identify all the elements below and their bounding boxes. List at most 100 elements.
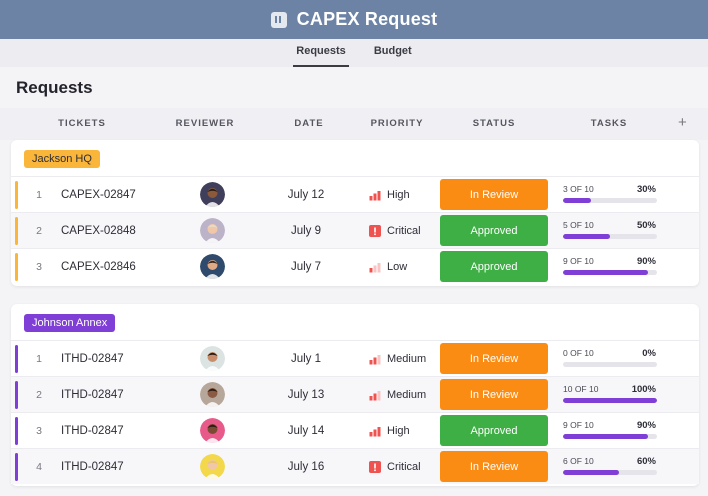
row-number: 3: [36, 425, 42, 437]
priority-label[interactable]: Low: [387, 261, 408, 273]
status-badge[interactable]: Approved: [440, 415, 548, 446]
date-value[interactable]: July 16: [287, 461, 325, 473]
tasks-count: 0 OF 10: [563, 348, 594, 358]
row-number: 3: [36, 261, 42, 273]
tasks-progress-bar: [563, 362, 657, 367]
tab-bar: Requests Budget: [0, 39, 708, 67]
page-title: Requests: [16, 78, 93, 97]
row-accent-bar: [15, 181, 18, 209]
tasks-progress-fill: [563, 470, 620, 475]
avatar-man-smiling-icon[interactable]: [200, 254, 225, 279]
column-header-date[interactable]: DATE: [294, 118, 324, 129]
row-accent-bar: [15, 453, 18, 481]
ticket-id[interactable]: ITHD-02847: [61, 353, 124, 365]
priority-label[interactable]: Critical: [387, 225, 421, 237]
tasks-percent: 90%: [636, 420, 656, 431]
tasks-count: 5 OF 10: [563, 220, 594, 230]
avatar-woman-light-hair-icon[interactable]: [200, 454, 225, 479]
table-row[interactable]: 2 ITHD-02847 July 13 Medium In Review 10 OF 1…: [11, 376, 699, 412]
priority-label[interactable]: High: [387, 189, 410, 201]
priority-label[interactable]: Medium: [387, 389, 427, 401]
priority-label[interactable]: Medium: [387, 353, 427, 365]
tasks-progress-bar: [563, 470, 657, 475]
column-header-tasks[interactable]: TASKS: [590, 118, 628, 129]
signal-bars-low-icon: [369, 263, 381, 273]
signal-bars-medium-icon: [369, 391, 381, 401]
date-value[interactable]: July 14: [287, 425, 325, 437]
signal-bars-high-icon: [369, 427, 381, 437]
column-header-reviewer[interactable]: REVIEWER: [175, 118, 235, 129]
priority-label[interactable]: High: [387, 425, 410, 437]
row-accent-bar: [15, 417, 18, 445]
table-row[interactable]: 3 CAPEX-02846 July 7 Low Approved 9 OF 10 90%: [11, 248, 699, 284]
tasks-percent: 50%: [636, 220, 656, 231]
table-row[interactable]: 1 ITHD-02847 July 1 Medium In Review 0 OF 10 0…: [11, 340, 699, 376]
avatar-woman-blonde-icon[interactable]: [200, 218, 225, 243]
ticket-id[interactable]: ITHD-02847: [61, 389, 124, 401]
table-row[interactable]: 1 CAPEX-02847 July 12 High In Review 3 OF 10 3…: [11, 176, 699, 212]
column-header-priority[interactable]: PRIORITY: [370, 118, 424, 129]
row-accent-bar: [15, 345, 18, 373]
tasks-progress-bar: [563, 398, 657, 403]
tab-budget[interactable]: Budget: [373, 45, 412, 57]
critical-icon: [369, 225, 381, 237]
ticket-id[interactable]: ITHD-02847: [61, 461, 124, 473]
tasks-count: 9 OF 10: [563, 420, 594, 430]
status-badge[interactable]: In Review: [440, 179, 548, 210]
avatar-man-dark-hair-icon[interactable]: [200, 182, 225, 207]
avatar-man-beard-icon[interactable]: [200, 346, 225, 371]
ticket-id[interactable]: CAPEX-02846: [61, 261, 136, 273]
status-badge[interactable]: Approved: [440, 251, 548, 282]
tasks-progress-fill: [563, 198, 592, 203]
tasks-progress-fill: [563, 234, 610, 239]
date-value[interactable]: July 13: [287, 389, 325, 401]
title-bar: CAPEX Request: [0, 0, 708, 39]
tasks-count: 9 OF 10: [563, 256, 594, 266]
tasks-percent: 0%: [642, 348, 656, 359]
tasks-progress-bar: [563, 234, 657, 239]
table-row[interactable]: 3 ITHD-02847 July 14 High Approved 9 OF 10 90%: [11, 412, 699, 448]
date-value[interactable]: July 9: [290, 225, 322, 237]
signal-bars-medium-icon: [369, 355, 381, 365]
table-row[interactable]: 2 CAPEX-02848 July 9 Critical Approved 5 OF 1…: [11, 212, 699, 248]
date-value[interactable]: July 1: [290, 353, 322, 365]
date-value[interactable]: July 7: [290, 261, 322, 273]
column-header-row: TICKETS REVIEWER DATE PRIORITY STATUS TA…: [0, 108, 708, 140]
tasks-progress-fill: [563, 398, 657, 403]
group-johnson-annex: Johnson Annex 1 ITHD-02847 July 1 Medium In R…: [11, 304, 699, 486]
avatar-woman-dark-hair-icon[interactable]: [200, 382, 225, 407]
row-number: 2: [36, 389, 42, 401]
app-title: CAPEX Request: [296, 9, 438, 29]
group-tag[interactable]: Johnson Annex: [24, 314, 116, 332]
date-value[interactable]: July 12: [287, 189, 325, 201]
status-badge[interactable]: In Review: [440, 451, 548, 482]
priority-label[interactable]: Critical: [387, 461, 421, 473]
row-accent-bar: [15, 381, 18, 409]
column-header-tickets[interactable]: TICKETS: [58, 118, 106, 129]
group-tag[interactable]: Jackson HQ: [24, 150, 100, 168]
tasks-percent: 60%: [636, 456, 656, 467]
tasks-progress-bar: [563, 434, 657, 439]
tasks-count: 3 OF 10: [563, 184, 594, 194]
tab-requests[interactable]: Requests: [293, 39, 349, 67]
row-accent-bar: [15, 217, 18, 245]
status-badge[interactable]: In Review: [440, 343, 548, 374]
column-header-status[interactable]: STATUS: [472, 118, 516, 129]
avatar-woman-curly-hair-icon[interactable]: [200, 418, 225, 443]
status-badge[interactable]: In Review: [440, 379, 548, 410]
signal-bars-high-icon: [369, 191, 381, 201]
table-row[interactable]: 4 ITHD-02847 July 16 Critical In Review 6 OF …: [11, 448, 699, 484]
ticket-id[interactable]: CAPEX-02848: [61, 225, 136, 237]
tasks-count: 10 OF 10: [563, 384, 599, 394]
add-column-button[interactable]: +: [678, 114, 687, 131]
ticket-id[interactable]: ITHD-02847: [61, 425, 124, 437]
critical-icon: [369, 461, 381, 473]
row-number: 1: [36, 353, 42, 365]
row-number: 2: [36, 225, 42, 237]
tasks-count: 6 OF 10: [563, 456, 594, 466]
ticket-id[interactable]: CAPEX-02847: [61, 189, 136, 201]
app-icon: [270, 11, 287, 28]
tasks-progress-fill: [563, 270, 648, 275]
status-badge[interactable]: Approved: [440, 215, 548, 246]
tasks-progress-bar: [563, 198, 657, 203]
